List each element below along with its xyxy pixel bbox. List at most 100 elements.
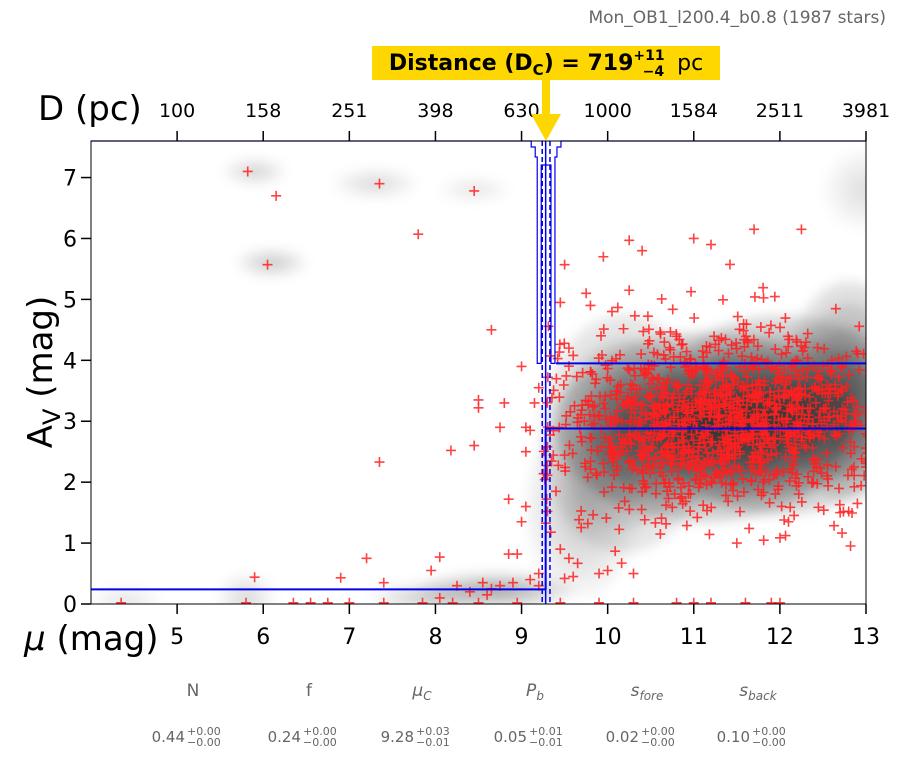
star-point bbox=[608, 454, 619, 465]
star-point bbox=[849, 409, 860, 420]
star-point bbox=[584, 409, 595, 420]
y-tick-label: 7 bbox=[63, 167, 77, 192]
star-point bbox=[594, 597, 605, 604]
star-point bbox=[779, 515, 790, 526]
star-point bbox=[690, 475, 701, 486]
star-point bbox=[808, 466, 819, 477]
density-map bbox=[223, 158, 866, 604]
star-point bbox=[746, 476, 757, 487]
star-point bbox=[679, 357, 690, 368]
star-point bbox=[693, 445, 704, 456]
parameter-minus-error: −0.00 bbox=[752, 736, 786, 749]
star-point bbox=[591, 470, 602, 481]
star-point bbox=[786, 399, 797, 410]
top-tick-label: 630 bbox=[503, 100, 539, 122]
star-point bbox=[756, 457, 767, 468]
star-point bbox=[714, 439, 725, 450]
star-point bbox=[795, 384, 806, 395]
star-point bbox=[727, 402, 738, 413]
star-point bbox=[635, 418, 646, 429]
star-point bbox=[701, 380, 712, 391]
star-point bbox=[606, 306, 617, 317]
star-point bbox=[612, 465, 623, 476]
star-point bbox=[612, 302, 623, 313]
top-tick-label: 3981 bbox=[842, 100, 890, 122]
parameter-name: sback bbox=[739, 681, 777, 703]
star-point bbox=[796, 496, 807, 507]
star-point bbox=[854, 321, 865, 332]
star-point bbox=[804, 391, 815, 402]
star-point bbox=[546, 392, 557, 403]
star-point bbox=[661, 518, 672, 529]
star-point bbox=[520, 501, 531, 512]
star-point bbox=[542, 397, 553, 408]
star-point bbox=[711, 404, 722, 415]
star-point bbox=[721, 380, 732, 391]
star-point bbox=[545, 527, 556, 538]
star-point bbox=[681, 520, 692, 531]
star-point bbox=[361, 553, 372, 564]
star-point bbox=[582, 472, 593, 483]
star-point bbox=[758, 535, 769, 546]
star-point bbox=[659, 337, 670, 348]
star-point bbox=[577, 367, 588, 378]
star-point bbox=[724, 259, 735, 270]
star-point bbox=[778, 466, 789, 477]
top-tick-label: 100 bbox=[159, 100, 195, 122]
callout-subscript: C bbox=[533, 61, 544, 79]
star-point bbox=[832, 391, 843, 402]
star-point bbox=[770, 488, 781, 499]
star-point bbox=[680, 388, 691, 399]
star-point bbox=[744, 523, 755, 534]
star-point bbox=[797, 432, 808, 443]
star-point bbox=[844, 425, 855, 436]
star-point bbox=[335, 572, 346, 583]
star-point bbox=[781, 347, 792, 358]
star-point bbox=[792, 395, 803, 406]
star-point bbox=[685, 506, 696, 517]
star-point bbox=[606, 482, 617, 493]
star-point bbox=[659, 478, 670, 489]
star-point bbox=[641, 462, 652, 473]
x-tick-label: 6 bbox=[256, 625, 270, 650]
star-point bbox=[784, 476, 795, 487]
star-point bbox=[636, 504, 647, 515]
star-point bbox=[717, 375, 728, 386]
star-point bbox=[565, 406, 576, 417]
star-point bbox=[865, 337, 866, 340]
y-tick-label: 5 bbox=[63, 288, 77, 313]
star-point bbox=[738, 325, 749, 336]
parameter-minus-error: −0.00 bbox=[641, 736, 675, 749]
star-point bbox=[754, 438, 765, 449]
star-point bbox=[507, 577, 518, 588]
parameter-value: 0.44 bbox=[152, 728, 185, 746]
star-point bbox=[698, 457, 709, 468]
star-point bbox=[447, 597, 458, 604]
star-point bbox=[756, 445, 767, 456]
star-point bbox=[684, 481, 695, 492]
star-point bbox=[612, 405, 623, 416]
y-tick-label: 0 bbox=[63, 593, 77, 618]
star-point bbox=[758, 487, 769, 498]
star-point bbox=[591, 468, 602, 479]
star-point bbox=[698, 500, 709, 511]
star-point bbox=[714, 471, 725, 482]
callout-arrow-shaft bbox=[542, 80, 550, 116]
star-point bbox=[737, 412, 748, 423]
x-tick-label: 12 bbox=[766, 625, 794, 650]
star-point bbox=[779, 364, 790, 375]
star-point bbox=[742, 335, 753, 346]
star-point bbox=[768, 469, 779, 480]
star-point bbox=[849, 461, 860, 472]
star-point bbox=[551, 486, 561, 497]
star-point bbox=[676, 459, 687, 470]
density-blob bbox=[836, 368, 862, 413]
star-point bbox=[625, 415, 636, 426]
star-point bbox=[588, 509, 599, 520]
star-point bbox=[662, 374, 673, 385]
star-point bbox=[705, 459, 716, 470]
star-point bbox=[583, 396, 594, 407]
star-point bbox=[616, 558, 627, 569]
